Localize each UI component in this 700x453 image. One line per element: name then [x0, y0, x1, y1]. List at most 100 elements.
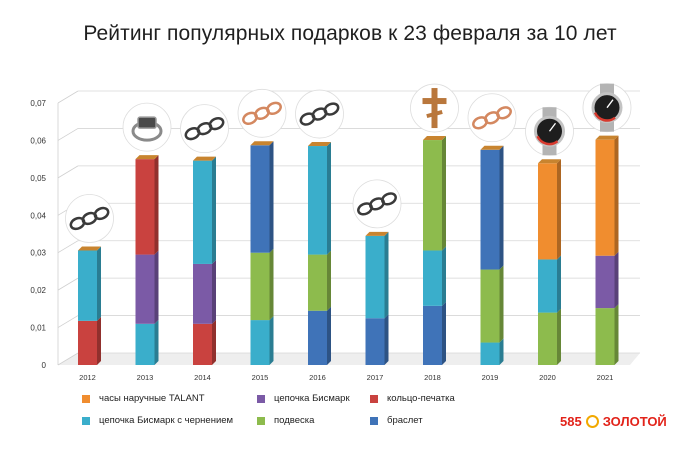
bar-segment [193, 263, 212, 324]
cross-vertical [431, 88, 438, 129]
bar-segment-side [442, 301, 446, 365]
legend-swatch [370, 394, 378, 403]
bar-segment [78, 320, 97, 365]
product-badge [295, 89, 344, 139]
product-badge [352, 179, 402, 229]
bar-segment [595, 139, 615, 256]
brand-number: 585 [560, 414, 582, 429]
legend-item: цепочка Бисмарк [257, 393, 350, 404]
cross-foot [426, 110, 443, 119]
product-badge [180, 104, 229, 154]
bar-segment-side [499, 145, 504, 270]
x-tick-label: 2021 [597, 373, 614, 382]
brand-word: ЗОЛОТОЙ [602, 414, 667, 429]
chain-link [323, 102, 340, 116]
ring-icon [122, 102, 172, 152]
legend-item: браслет [370, 415, 423, 426]
bar-segment [308, 146, 327, 255]
bar-segment-side [154, 155, 159, 255]
chart-title: Рейтинг популярных подарков к 23 февраля… [83, 22, 617, 45]
gridline-slant [57, 240, 79, 254]
bar-segment [250, 145, 270, 253]
bar-top-cap [308, 142, 331, 147]
bar-top-cap [193, 156, 216, 161]
legend-swatch [82, 416, 90, 425]
gridline-slant [57, 352, 79, 366]
bar-segment [78, 250, 97, 321]
chain-link [208, 116, 225, 131]
bar-top-cap [480, 145, 504, 150]
y-tick-label: 0,01 [30, 324, 46, 333]
bar-segment [193, 160, 212, 264]
bar-segment-side [154, 319, 159, 365]
chain-icon [295, 89, 344, 139]
bar-segment-side [269, 141, 274, 253]
bar-segment [423, 305, 442, 365]
x-tick-label: 2016 [309, 373, 326, 382]
bar-segment-side [384, 231, 389, 319]
bar-segment [135, 254, 155, 324]
watch-bezel-red [536, 135, 559, 146]
bar-segment [595, 308, 615, 365]
chain-icon [352, 179, 402, 229]
bar-segment [308, 310, 327, 365]
bar-segment-side [97, 316, 101, 365]
legend-label: часы наручные TALANT [99, 393, 205, 404]
bar-top-cap [250, 141, 274, 146]
watch-icon [582, 83, 632, 133]
bar-segment-side [212, 259, 216, 324]
chain-link [496, 106, 512, 120]
bar-segment [135, 159, 155, 255]
bar-segment-side [212, 319, 216, 365]
bar-segment-side [269, 248, 274, 321]
bar-top-cap [365, 231, 389, 236]
bar-segment-side [614, 304, 619, 365]
bar-segment [308, 254, 327, 311]
y-tick-label: 0,05 [30, 174, 46, 183]
y-tick-label: 0,06 [30, 136, 46, 145]
chain-icon [65, 194, 114, 243]
x-tick-label: 2020 [539, 373, 556, 382]
chain-link [93, 206, 110, 221]
bar-segment-side [442, 136, 446, 251]
bar-segment-side [269, 316, 274, 365]
bar-segment [250, 320, 270, 365]
x-tick-label: 2014 [194, 373, 211, 382]
bar-segment-side [384, 314, 389, 365]
watch-hand [606, 99, 614, 109]
bar-segment [480, 269, 500, 343]
legend-label: браслет [387, 415, 423, 426]
y-tick-label: 0,02 [30, 286, 46, 295]
chain-link [266, 101, 282, 115]
legend-swatch [82, 394, 90, 403]
gridline-slant [57, 315, 79, 328]
product-badge [237, 88, 287, 138]
chain-link [381, 192, 397, 206]
legend-item: часы наручные TALANT [82, 393, 205, 404]
product-badge [65, 194, 114, 243]
brand-ring-icon [585, 415, 599, 428]
bar-segment [480, 342, 500, 365]
gridline-slant [57, 277, 79, 291]
gold-chain-icon [237, 88, 287, 138]
bar-top-cap [423, 136, 446, 141]
legend-label: подвеска [274, 415, 315, 426]
gold-chain-icon [467, 93, 517, 143]
bar-segment-side [327, 250, 331, 311]
bar-segment [423, 250, 442, 306]
chain-icon [180, 104, 229, 154]
bar-segment-side [442, 246, 446, 306]
bar-segment-side [614, 251, 619, 309]
legend-item: подвеска [257, 415, 314, 426]
bar-segment-side [327, 142, 331, 255]
bar-segment [538, 163, 557, 260]
ring-face [137, 116, 157, 129]
bar-segment-side [614, 135, 619, 256]
legend-swatch [370, 416, 378, 425]
y-tick-label: 0,03 [30, 249, 46, 258]
bar-segment [365, 318, 385, 365]
legend-item: кольцо-печатка [370, 393, 455, 404]
y-tick-label: 0,04 [30, 211, 46, 220]
bar-top-cap [135, 155, 159, 160]
